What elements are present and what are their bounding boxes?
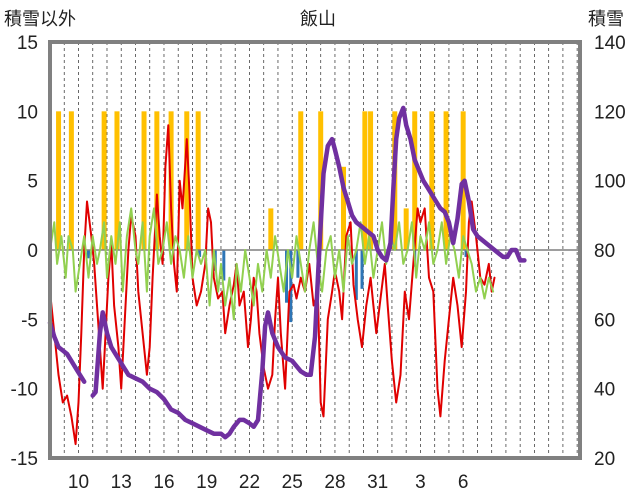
- x-tick-label: 31: [367, 472, 388, 493]
- x-tick-label: 16: [153, 472, 174, 493]
- left-tick-label: -5: [21, 310, 38, 331]
- snowfall-bar: [340, 166, 346, 250]
- left-tick-label: 10: [17, 102, 38, 123]
- snowfall-bar: [68, 111, 74, 250]
- snowfall-bar: [412, 111, 418, 250]
- chart-title: 飯山: [300, 9, 336, 30]
- snowfall-bar: [184, 111, 190, 250]
- right-tick-label: 20: [594, 449, 615, 470]
- precip-bar: [360, 250, 364, 289]
- precip-bar: [289, 250, 293, 323]
- right-tick-label: 60: [594, 310, 615, 331]
- right-tick-label: 140: [594, 33, 626, 54]
- precip-bar: [222, 250, 226, 281]
- precip-bar: [354, 250, 358, 300]
- precip-bar: [198, 250, 202, 257]
- snowfall-bar: [141, 111, 147, 250]
- precip-bar: [464, 250, 468, 257]
- series-line-1: [49, 124, 496, 446]
- precip-bar: [285, 250, 289, 303]
- snowfall-bar: [101, 111, 107, 250]
- snowfall-bar: [403, 208, 409, 250]
- series-line-2: [49, 207, 495, 321]
- right-tick-label: 120: [594, 102, 626, 123]
- x-tick-label: 3: [415, 472, 426, 493]
- snowfall-bar: [429, 111, 435, 250]
- x-ticks: 10 13 16 19 22 25 28 31 3 6: [68, 472, 469, 493]
- snowfall-bar: [362, 111, 368, 250]
- snowfall-bar: [268, 208, 274, 250]
- x-tick-label: 6: [458, 472, 469, 493]
- right-tick-label: 100: [594, 172, 626, 193]
- snowfall-bar: [114, 111, 120, 250]
- snowfall-bar: [195, 111, 201, 250]
- left-tick-label: -10: [11, 380, 38, 401]
- snowfall-bar: [318, 111, 324, 250]
- right-axis-label: 積雪: [588, 9, 624, 30]
- right-tick-label: 80: [594, 241, 615, 262]
- series-layer: [47, 105, 527, 446]
- snowfall-bar: [56, 111, 62, 250]
- snowfall-bar: [154, 111, 160, 250]
- right-tick-label: 40: [594, 380, 615, 401]
- x-tick-label: 28: [324, 472, 345, 493]
- snowfall-bar: [368, 111, 374, 250]
- x-tick-label: 10: [68, 472, 89, 493]
- left-axis-label: 積雪以外: [4, 9, 76, 30]
- left-tick-label: 5: [27, 172, 38, 193]
- series-line-3: [47, 105, 527, 440]
- x-tick-label: 13: [111, 472, 132, 493]
- left-tick-label: 0: [27, 241, 38, 262]
- snowfall-bar: [298, 111, 304, 250]
- snowfall-bar: [443, 111, 449, 250]
- left-tick-label: 15: [17, 33, 38, 54]
- left-y-ticks: 15 10 5 0 -5 -10 -15: [11, 33, 38, 470]
- right-y-ticks: 140 120 100 80 60 40 20: [594, 33, 626, 470]
- left-tick-label: -15: [11, 449, 38, 470]
- x-tick-label: 25: [282, 472, 303, 493]
- precip-bar: [86, 250, 90, 259]
- plot-frame: [48, 40, 582, 460]
- precip-bar: [296, 250, 300, 278]
- x-tick-label: 19: [196, 472, 217, 493]
- x-tick-label: 22: [239, 472, 260, 493]
